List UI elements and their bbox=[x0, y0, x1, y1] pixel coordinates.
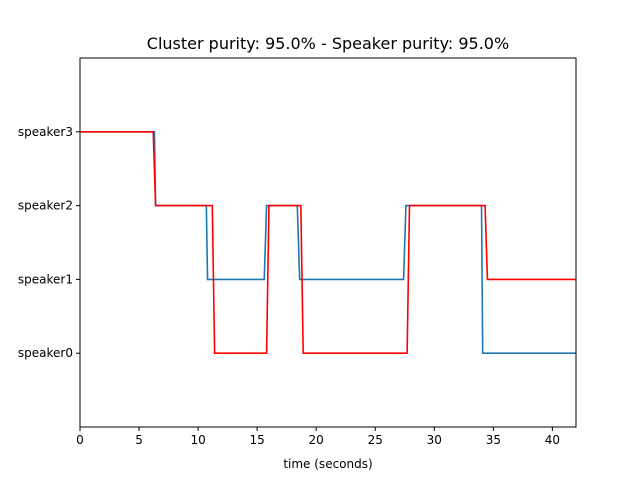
x-tick-label: 40 bbox=[545, 433, 560, 447]
x-axis-ticks: 0 5 10 15 20 25 30 35 40 bbox=[76, 427, 560, 447]
y-tick-label: speaker2 bbox=[18, 199, 73, 213]
x-tick-label: 5 bbox=[135, 433, 143, 447]
x-tick-label: 15 bbox=[250, 433, 265, 447]
chart-title: Cluster purity: 95.0% - Speaker purity: … bbox=[147, 34, 509, 53]
plot-frame bbox=[79, 57, 577, 428]
series-layer bbox=[80, 131, 576, 355]
y-axis-ticks: speaker0 speaker1 speaker2 speaker3 bbox=[18, 125, 80, 360]
series-line-1 bbox=[80, 131, 576, 355]
x-tick-label: 10 bbox=[190, 433, 205, 447]
x-tick-label: 35 bbox=[486, 433, 501, 447]
x-tick-label: 0 bbox=[76, 433, 84, 447]
y-tick-label: speaker1 bbox=[18, 272, 73, 286]
x-axis-label: time (seconds) bbox=[283, 457, 372, 471]
x-tick-label: 25 bbox=[368, 433, 383, 447]
y-tick-label: speaker3 bbox=[18, 125, 73, 139]
x-tick-label: 30 bbox=[427, 433, 442, 447]
x-tick-label: 20 bbox=[309, 433, 324, 447]
y-tick-label: speaker0 bbox=[18, 346, 73, 360]
